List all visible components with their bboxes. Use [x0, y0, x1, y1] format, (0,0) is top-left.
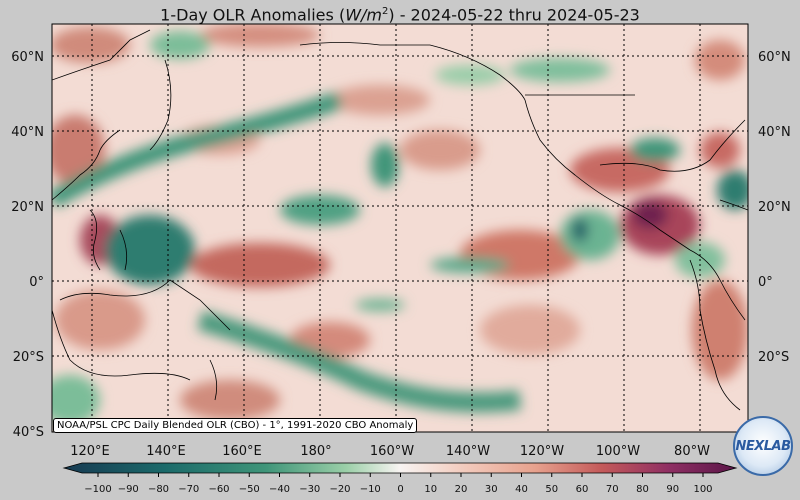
lat-labels-left: 60°N 40°N 20°N 0° 20°S 40°S: [11, 50, 44, 440]
lat-label: 20°S: [13, 350, 44, 365]
lon-label: 120°W: [520, 444, 564, 459]
nexlab-logo[interactable]: NEXLAB: [733, 416, 793, 476]
colorbar-tick-label: −20: [329, 484, 350, 495]
colorbar-tick-label: −30: [299, 484, 320, 495]
lon-labels: 120°E 140°E 160°E 180° 160°W 140°W 120°W…: [70, 444, 710, 459]
colorbar-tick-label: 50: [545, 484, 558, 495]
data-source-note: NOAA/PSL CPC Daily Blended OLR (CBO) - 1…: [53, 418, 418, 433]
lat-label: 40°N: [758, 125, 791, 140]
colorbar-tick-label: 0: [397, 484, 403, 495]
map-title: 1-Day OLR Anomalies (W/m2) - 2024-05-22 …: [160, 5, 640, 25]
logo-text: NEXLAB: [735, 438, 791, 454]
lon-label: 120°E: [70, 444, 110, 459]
lat-label: 40°S: [13, 425, 44, 440]
lat-label: 60°N: [758, 50, 791, 65]
colorbar-tick-label: −40: [269, 484, 290, 495]
colorbar-tick-label: 80: [636, 484, 649, 495]
colorbar-tick-label: 70: [606, 484, 619, 495]
anomaly-field: [52, 24, 748, 432]
lat-label: 60°N: [11, 50, 44, 65]
lon-label: 140°W: [446, 444, 490, 459]
colorbar-tick-label: −70: [178, 484, 199, 495]
colorbar-tick-label: 40: [515, 484, 528, 495]
colorbar-tick-label: 60: [576, 484, 589, 495]
lat-label: 20°N: [758, 200, 791, 215]
colorbar: −100 −90 −80 −70 −60 −50 −40 −30 −20 −10 0 10 20 30 40…: [62, 462, 738, 495]
colorbar-tick-label: 90: [666, 484, 679, 495]
gridlines: [52, 24, 748, 432]
colorbar-tick-label: −60: [208, 484, 229, 495]
colorbar-tick-label: −10: [360, 484, 381, 495]
colorbar-tick-label: −90: [118, 484, 139, 495]
colorbar-tick-label: −100: [84, 484, 111, 495]
colorbar-tick-label: 30: [485, 484, 498, 495]
lat-label: 20°N: [11, 200, 44, 215]
colorbar-tick-label: −50: [239, 484, 260, 495]
lon-label: 160°W: [370, 444, 414, 459]
lon-label: 80°W: [674, 444, 710, 459]
colorbar-ramp: [62, 462, 738, 474]
coastlines: [52, 29, 748, 411]
colorbar-tick-label: 100: [693, 484, 712, 495]
colorbar-tick-label: 20: [455, 484, 468, 495]
lon-label: 100°W: [596, 444, 640, 459]
lon-label: 180°: [300, 444, 331, 459]
lon-label: 160°E: [222, 444, 262, 459]
lat-label: 0°: [758, 275, 773, 290]
lat-label: 40°N: [11, 125, 44, 140]
colorbar-tick-label: 10: [424, 484, 437, 495]
colorbar-tick-label: −80: [148, 484, 169, 495]
lat-label: 20°S: [758, 350, 789, 365]
lat-label: 0°: [29, 275, 44, 290]
lat-labels-right: 60°N 40°N 20°N 0° 20°S: [758, 50, 791, 365]
lon-label: 140°E: [146, 444, 186, 459]
